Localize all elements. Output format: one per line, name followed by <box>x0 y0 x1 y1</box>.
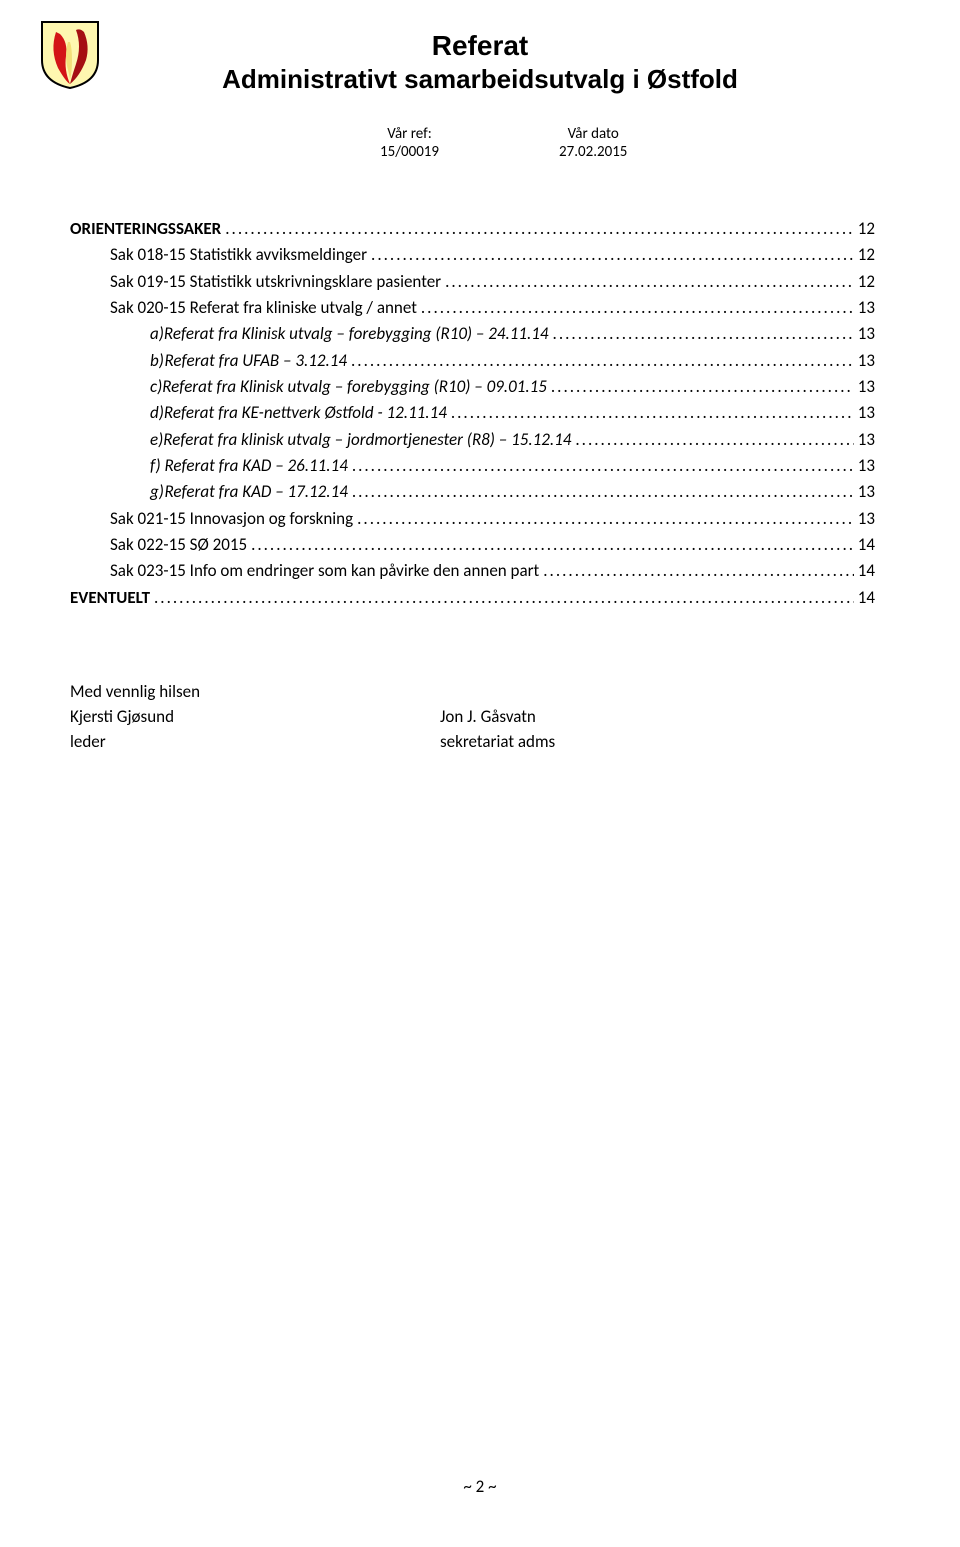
document-title-line2: Administrativt samarbeidsutvalg i Østfol… <box>0 64 960 95</box>
toc-entry[interactable]: f)Referat fra KAD – 26.11.14 13 <box>70 453 875 479</box>
signoff-greeting: Med vennlig hilsen <box>70 681 960 702</box>
reference-block: Vår ref: 15/00019 Vår dato 27.02.2015 <box>380 125 960 161</box>
toc-dots <box>352 453 854 479</box>
toc-label: Referat fra klinisk utvalg – jordmortjen… <box>163 427 571 453</box>
toc-dots <box>352 479 854 505</box>
toc-label: Sak 021-15 Innovasjon og forskning <box>110 506 353 532</box>
toc-entry[interactable]: Sak 022-15 SØ 2015 14 <box>70 532 875 558</box>
toc-entry[interactable]: b)Referat fra UFAB – 3.12.14 13 <box>70 348 875 374</box>
date-label: Vår dato <box>559 125 627 143</box>
toc-page: 13 <box>858 453 875 479</box>
toc-label: Sak 018-15 Statistikk avviksmeldinger <box>110 242 367 268</box>
toc-page: 13 <box>858 400 875 426</box>
toc-dots <box>357 506 854 532</box>
toc-dots <box>421 295 854 321</box>
toc-letter: f) <box>150 453 164 479</box>
toc-page: 12 <box>858 242 875 268</box>
toc-dots <box>371 242 854 268</box>
toc-label: Sak 020-15 Referat fra kliniske utvalg /… <box>110 295 417 321</box>
toc-label: Referat fra Klinisk utvalg – forebygging… <box>162 374 547 400</box>
signoff-block: Med vennlig hilsen Kjersti Gjøsund Jon J… <box>70 681 960 752</box>
toc-entry[interactable]: EVENTUELT 14 <box>70 585 875 611</box>
signoff-left-name: Kjersti Gjøsund <box>70 706 440 727</box>
toc-label: Sak 022-15 SØ 2015 <box>110 532 247 558</box>
toc-entry[interactable]: c)Referat fra Klinisk utvalg – forebyggi… <box>70 374 875 400</box>
toc-label: Sak 023-15 Info om endringer som kan påv… <box>110 558 539 584</box>
signoff-left-role: leder <box>70 731 440 752</box>
page-number: ~ 2 ~ <box>0 1476 960 1497</box>
toc-label: Referat fra KAD – 17.12.14 <box>164 479 347 505</box>
toc-entry[interactable]: Sak 021-15 Innovasjon og forskning 13 <box>70 506 875 532</box>
toc-entry[interactable]: Sak 020-15 Referat fra kliniske utvalg /… <box>70 295 875 321</box>
toc-page: 14 <box>858 558 875 584</box>
toc-page: 13 <box>858 479 875 505</box>
toc-page: 13 <box>858 321 875 347</box>
toc-letter: b) <box>150 348 165 374</box>
toc-entry[interactable]: d)Referat fra KE-nettverk Østfold - 12.1… <box>70 400 875 426</box>
toc-dots <box>551 374 854 400</box>
toc-entry[interactable]: Sak 018-15 Statistikk avviksmeldinger 12 <box>70 242 875 268</box>
toc-label: Sak 019-15 Statistikk utskrivningsklare … <box>110 269 441 295</box>
toc-label: Referat fra KAD – 26.11.14 <box>164 453 347 479</box>
toc-dots <box>154 585 854 611</box>
toc-entry[interactable]: e)Referat fra klinisk utvalg – jordmortj… <box>70 427 875 453</box>
table-of-contents: ORIENTERINGSSAKER12Sak 018-15 Statistikk… <box>70 216 875 611</box>
toc-label: Referat fra Klinisk utvalg – forebygging… <box>164 321 549 347</box>
toc-letter: d) <box>150 400 164 426</box>
toc-label: Referat fra UFAB – 3.12.14 <box>165 348 348 374</box>
toc-page: 13 <box>858 506 875 532</box>
toc-letter: a) <box>150 321 164 347</box>
ref-value: 15/00019 <box>380 143 439 161</box>
date-value: 27.02.2015 <box>559 143 627 161</box>
toc-dots <box>225 216 854 242</box>
toc-page: 13 <box>858 427 875 453</box>
toc-dots <box>543 558 854 584</box>
toc-label: ORIENTERINGSSAKER <box>70 216 221 242</box>
document-title-line1: Referat <box>0 30 960 62</box>
toc-label: Referat fra KE-nettverk Østfold - 12.11.… <box>164 400 447 426</box>
toc-page: 12 <box>858 216 875 242</box>
toc-page: 14 <box>858 532 875 558</box>
toc-dots <box>251 532 854 558</box>
toc-page: 13 <box>858 374 875 400</box>
toc-label: EVENTUELT <box>70 585 150 611</box>
toc-dots <box>575 427 853 453</box>
toc-entry[interactable]: ORIENTERINGSSAKER 12 <box>70 216 875 242</box>
toc-page: 12 <box>858 269 875 295</box>
toc-dots <box>451 400 854 426</box>
ref-label: Vår ref: <box>380 125 439 143</box>
toc-letter: e) <box>150 427 163 453</box>
toc-letter: c) <box>150 374 162 400</box>
document-header: Referat Administrativt samarbeidsutvalg … <box>0 0 960 161</box>
toc-page: 13 <box>858 295 875 321</box>
toc-dots <box>445 269 854 295</box>
toc-dots <box>351 348 854 374</box>
toc-entry[interactable]: Sak 023-15 Info om endringer som kan påv… <box>70 558 875 584</box>
toc-dots <box>553 321 854 347</box>
shield-logo-icon <box>40 20 100 90</box>
signoff-right-name: Jon J. Gåsvatn <box>440 706 536 727</box>
toc-page: 13 <box>858 348 875 374</box>
toc-entry[interactable]: a)Referat fra Klinisk utvalg – forebyggi… <box>70 321 875 347</box>
toc-page: 14 <box>858 585 875 611</box>
toc-entry[interactable]: Sak 019-15 Statistikk utskrivningsklare … <box>70 269 875 295</box>
toc-entry[interactable]: g)Referat fra KAD – 17.12.14 13 <box>70 479 875 505</box>
toc-letter: g) <box>150 479 164 505</box>
signoff-right-role: sekretariat adms <box>440 731 555 752</box>
